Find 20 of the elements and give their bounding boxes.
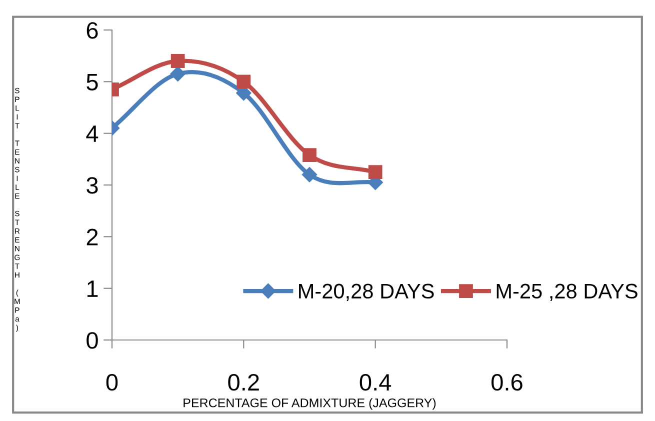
x-tick-label: 0.2 (228, 374, 259, 391)
x-axis-title: PERCENTAGE OF ADMIXTURE (JAGGERY) (184, 398, 436, 410)
point (236, 74, 251, 89)
point (170, 54, 185, 68)
y-tick-label: 0 (86, 332, 98, 349)
y-tick-label: 6 (86, 22, 98, 39)
x-tick-label: 0.4 (360, 374, 392, 391)
y-tick-label: 2 (86, 228, 98, 246)
legend-label: M-25 ,28 DAYS (496, 284, 638, 301)
y-tick-label: 4 (86, 126, 98, 142)
point (368, 165, 382, 180)
legend-label: M-20,28 DAYS (299, 284, 434, 301)
point (302, 167, 318, 182)
x-tick-label: 0 (106, 374, 118, 391)
y-tick-label: 5 (86, 74, 98, 90)
x-tick-label: 0.6 (492, 374, 522, 391)
y-tick-label: 1 (87, 280, 98, 297)
point (170, 66, 186, 82)
point (302, 148, 316, 162)
y-tick-label: 3 (86, 177, 98, 194)
